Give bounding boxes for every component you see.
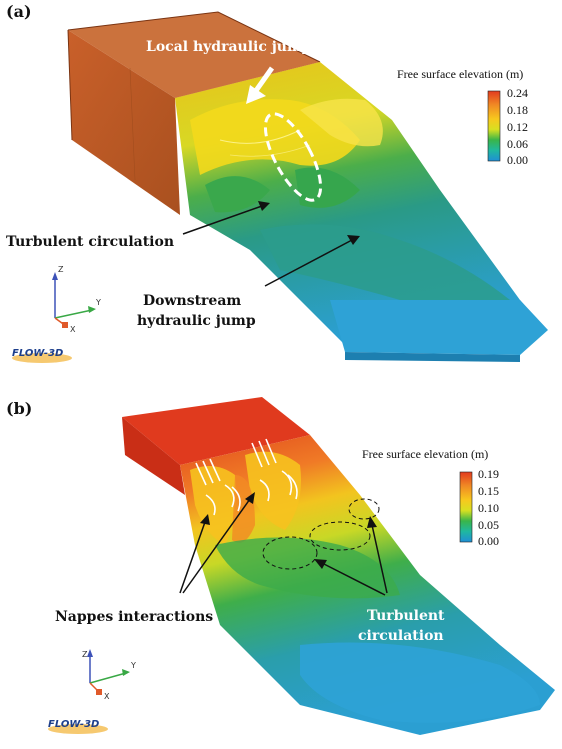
panel-label-b: (b) (6, 399, 32, 418)
colorbar-tick: 0.00 (478, 534, 499, 548)
axis-z-label: Z (58, 265, 64, 274)
axis-y-label: Y (95, 298, 101, 307)
svg-text:FLOW-3D: FLOW-3D (48, 719, 99, 730)
colorbar-scale-a (487, 90, 501, 162)
panel-label-a: (a) (6, 2, 32, 21)
local-jump-label: Local hydraulic jump (146, 39, 312, 55)
local-jump-highlight (263, 112, 323, 202)
reservoir-b (122, 397, 310, 495)
colorbar-title-b: Free surface elevation (m) (362, 447, 488, 461)
downstream-label-2: hydraulic jump (137, 313, 256, 329)
panel-b: (b) Nappes interactions Turbulent circul… (0, 375, 562, 749)
turbulent-label-a: Turbulent circulation (6, 234, 174, 250)
nappe-flow-arrows (195, 438, 298, 516)
turbulent-arrows-b (314, 516, 388, 596)
turbulent-label-b-2: circulation (358, 628, 444, 644)
colorbar-tick: 0.19 (478, 467, 499, 481)
flow3d-logo-b: FLOW-3D (48, 719, 108, 734)
colorbar-tick: 0.18 (507, 103, 528, 117)
colorbar-tick: 0.06 (507, 137, 528, 151)
axis-z-label: Z (82, 650, 88, 659)
axis-x-label: X (104, 692, 110, 701)
panel-a: (a) Local hydraulic jump Turbulent circu… (6, 2, 548, 363)
colorbar-tick: 0.00 (507, 153, 528, 167)
axis-x-label: X (70, 325, 76, 334)
colorbar-tick: 0.05 (478, 518, 499, 532)
axis-y-label: Y (130, 661, 136, 670)
colorbar-scale-b (459, 471, 473, 543)
turbulent-label-b-1: Turbulent (367, 608, 445, 624)
local-jump-arrow (246, 66, 275, 104)
colorbar-tick: 0.12 (507, 120, 528, 134)
nappes-arrows (179, 492, 255, 594)
colorbar-title-a: Free surface elevation (m) (397, 67, 523, 81)
nappes-label: Nappes interactions (55, 609, 213, 625)
flow3d-logo-a: FLOW-3D (12, 348, 72, 363)
turbulent-arrow-a (182, 201, 270, 235)
panel-a-render: (a) Local hydraulic jump Turbulent circu… (6, 2, 548, 363)
colorbar-tick: 0.24 (507, 86, 528, 100)
svg-text:FLOW-3D: FLOW-3D (12, 348, 63, 359)
panel-b-render: (b) Nappes interactions Turbulent circul… (6, 397, 555, 735)
colorbar-tick: 0.15 (478, 484, 499, 498)
flow-surface-a (175, 62, 548, 362)
colorbar-tick: 0.10 (478, 501, 499, 515)
axis-triad-b: Z Y X (82, 649, 136, 701)
colorbar-a: Free surface elevation (m) 0.24 0.18 0.1… (397, 67, 528, 167)
downstream-arrow-a (264, 235, 360, 287)
colorbar-b: Free surface elevation (m) 0.19 0.15 0.1… (362, 447, 499, 548)
axis-triad-a: Z Y X (52, 265, 101, 334)
turbulent-zones-b (262, 498, 380, 570)
downstream-label-1: Downstream (143, 293, 241, 309)
